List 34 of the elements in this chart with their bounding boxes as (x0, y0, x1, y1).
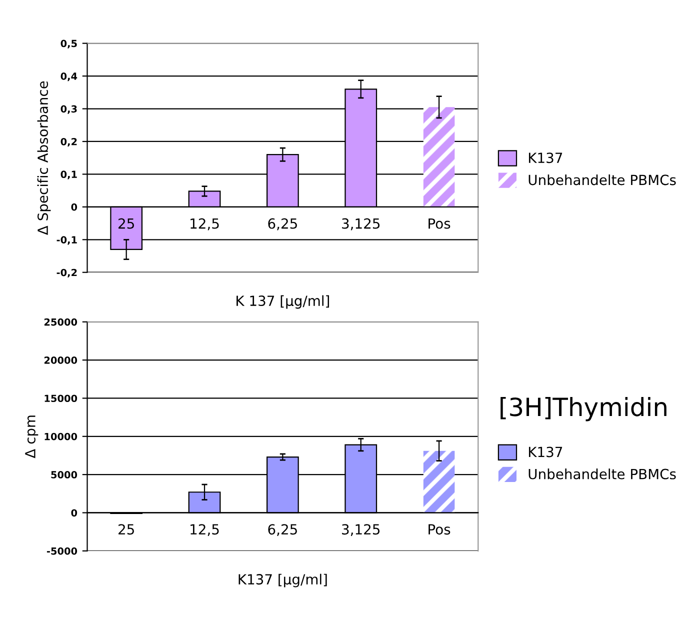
y-tick-label: 0,1 (60, 170, 77, 180)
y-tick-label: 20000 (44, 356, 78, 364)
y-tick-label: 25000 (44, 318, 78, 326)
y-tick-label: 10000 (44, 432, 78, 440)
y-tick-label: 0,5 (60, 40, 77, 48)
legend-label: Unbehandelte PBMCs (528, 174, 676, 186)
x-tick-label: 25 (118, 218, 134, 229)
legend-label: K137 (528, 446, 562, 458)
legend-label: Unbehandelte PBMCs (528, 468, 676, 480)
x-tick-label: 12,5 (190, 524, 219, 536)
legend-title: [3H]Thymidin (500, 397, 666, 422)
y-tick-label: 0 (71, 509, 78, 517)
y-tick-label: 15000 (44, 394, 78, 402)
y-tick-label: 0,4 (60, 72, 78, 82)
x-tick-label: 3,125 (342, 218, 380, 230)
y-tick-label: -0,1 (56, 236, 77, 245)
x-tick-label: 25 (118, 524, 134, 535)
y-tick-label: 0,3 (60, 105, 77, 114)
y-axis-title: Δ Specific Absorbance (37, 81, 51, 235)
legend-label: K137 (528, 152, 562, 164)
x-tick-label: Pos (428, 218, 450, 229)
x-tick-label: 3,125 (342, 524, 380, 536)
x-tick-label: 12,5 (190, 218, 219, 230)
y-tick-label: -5000 (46, 547, 78, 555)
y-tick-label: 0,2 (60, 138, 77, 147)
y-tick-label: 5000 (51, 471, 78, 478)
y-tick-label: -0,2 (56, 268, 77, 278)
y-axis-title: Δ cpm (25, 416, 38, 458)
y-tick-label: 0 (71, 203, 78, 211)
x-tick-label: 6,25 (268, 524, 297, 536)
x-tick-label: Pos (428, 524, 450, 535)
x-tick-label: 6,25 (268, 218, 297, 230)
x-axis-title: K 137 [µg/ml] (236, 295, 329, 309)
x-axis-title: K137 [µg/ml] (238, 574, 327, 588)
